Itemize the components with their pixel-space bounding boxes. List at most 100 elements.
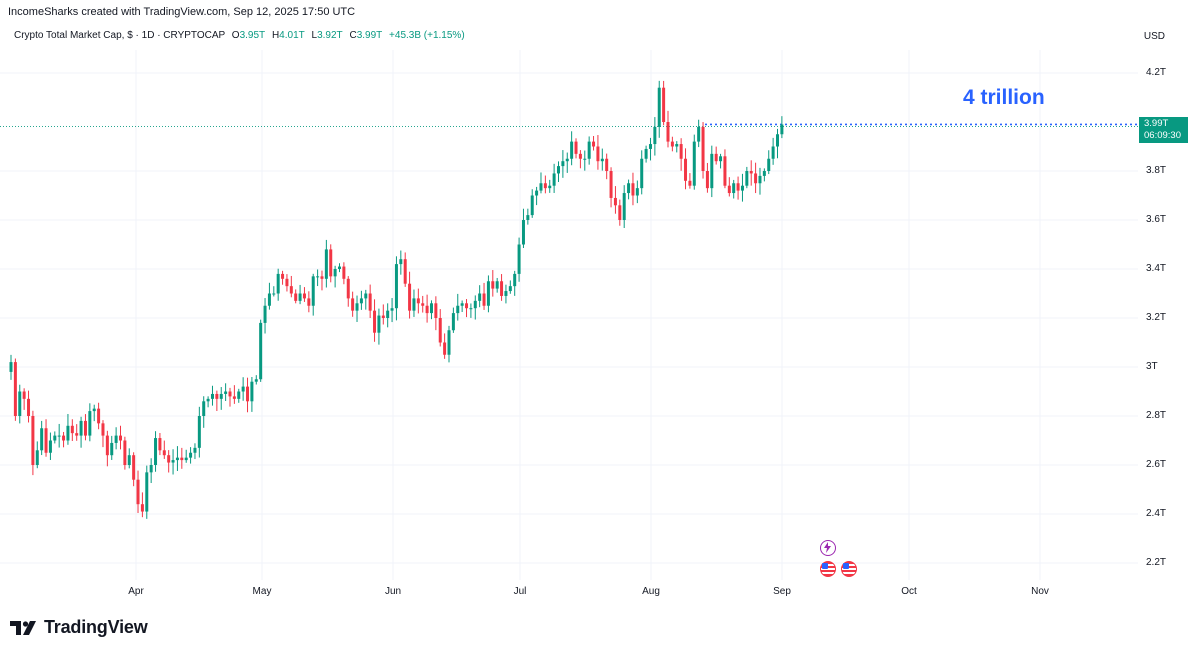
close-label: C <box>349 30 357 41</box>
y-tick-label: 3.6T <box>1146 214 1167 225</box>
y-tick-label: 4.2T <box>1146 67 1167 78</box>
us-flag-event-icon[interactable] <box>820 561 836 577</box>
candle-down <box>285 278 289 287</box>
x-tick-label: Sep <box>773 586 791 597</box>
candle-down <box>605 158 609 171</box>
candle-up <box>250 381 254 402</box>
candle-down <box>631 183 635 196</box>
y-tick-label: 3.4T <box>1146 263 1167 274</box>
candle-down <box>381 315 385 318</box>
candle-down <box>180 457 184 461</box>
candle-up <box>263 305 267 323</box>
candle-up <box>311 276 315 306</box>
candle-up <box>600 158 604 162</box>
tradingview-logo-icon <box>10 620 36 635</box>
candle-up <box>35 450 39 465</box>
candle-down <box>62 435 66 441</box>
candle-up <box>79 420 83 436</box>
candle-up <box>740 185 744 191</box>
candle-down <box>342 266 346 279</box>
candle-up <box>719 156 723 162</box>
candle-up <box>648 144 652 149</box>
candle-up <box>127 455 131 465</box>
candle-up <box>364 293 368 299</box>
candle-up <box>224 391 228 394</box>
candle-down <box>491 281 495 289</box>
candle-up <box>154 438 158 465</box>
candle-up <box>758 175 762 184</box>
candle-down <box>465 303 469 309</box>
candle-up <box>298 293 302 301</box>
candle-down <box>666 122 670 142</box>
candle-up <box>149 465 153 473</box>
x-tick-label: Jul <box>513 586 527 597</box>
candle-down <box>320 276 324 279</box>
candle-down <box>215 393 219 399</box>
lightning-event-icon[interactable] <box>820 540 836 556</box>
candle-up <box>114 435 118 443</box>
candle-down <box>543 183 547 189</box>
chart-credit: IncomeSharks created with TradingView.co… <box>8 6 356 18</box>
candle-up <box>478 293 482 301</box>
candle-up <box>771 146 775 159</box>
candle-down <box>368 293 372 311</box>
candle-up <box>513 273 517 287</box>
us-flag-event-icon[interactable] <box>841 561 857 577</box>
candle-down <box>162 450 166 456</box>
candle-up <box>399 259 403 265</box>
candle-down <box>123 440 127 465</box>
candle-down <box>232 396 236 399</box>
candle-down <box>727 185 731 194</box>
candle-down <box>421 303 425 306</box>
candle-up <box>504 291 508 296</box>
candle-up <box>202 401 206 416</box>
candle-up <box>675 144 679 147</box>
candle-up <box>18 391 22 416</box>
candle-down <box>44 428 48 453</box>
high-value: 4.01T <box>279 30 305 41</box>
candle-up <box>622 193 626 220</box>
candle-down <box>329 249 333 277</box>
candle-up <box>539 183 543 191</box>
candle-up <box>653 126 657 145</box>
candle-down <box>119 435 122 441</box>
candle-up <box>561 161 565 167</box>
tradingview-logo[interactable]: TradingView <box>10 617 148 638</box>
candle-down <box>578 153 582 159</box>
candle-down <box>592 141 596 147</box>
candle-up <box>473 300 477 309</box>
candle-up <box>780 124 784 135</box>
last-price-value: 3.99T <box>1144 118 1169 129</box>
open-value: 3.95T <box>239 30 266 41</box>
candle-up <box>390 308 394 311</box>
candle-down <box>75 433 79 436</box>
candle-up <box>259 322 263 380</box>
candle-down <box>105 435 109 456</box>
candle-up <box>570 141 574 159</box>
candle-up <box>762 171 766 176</box>
candle-up <box>355 303 359 311</box>
candle-down <box>289 286 293 294</box>
candle-up <box>254 379 258 382</box>
candle-up <box>338 266 341 269</box>
x-tick-label: Aug <box>642 586 660 597</box>
candle-up <box>276 273 280 294</box>
currency-label[interactable]: USD <box>1143 31 1165 42</box>
x-tick-label: Jun <box>384 586 402 597</box>
candle-up <box>447 330 451 355</box>
candle-down <box>701 126 705 171</box>
candle-down <box>281 273 285 279</box>
candle-up <box>324 249 328 279</box>
candle-down <box>574 141 578 154</box>
symbol-title[interactable]: Crypto Total Market Cap, $ · 1D · CRYPTO… <box>14 30 226 41</box>
candle-down <box>246 386 250 402</box>
candle-up <box>552 173 556 186</box>
candle-up <box>565 158 569 162</box>
tradingview-wordmark: TradingView <box>44 617 148 637</box>
candle-up <box>517 244 521 274</box>
candle-up <box>526 215 530 220</box>
candle-down <box>618 205 622 220</box>
annotation-text[interactable]: 4 trillion <box>963 86 1045 109</box>
candle-down <box>228 391 232 397</box>
